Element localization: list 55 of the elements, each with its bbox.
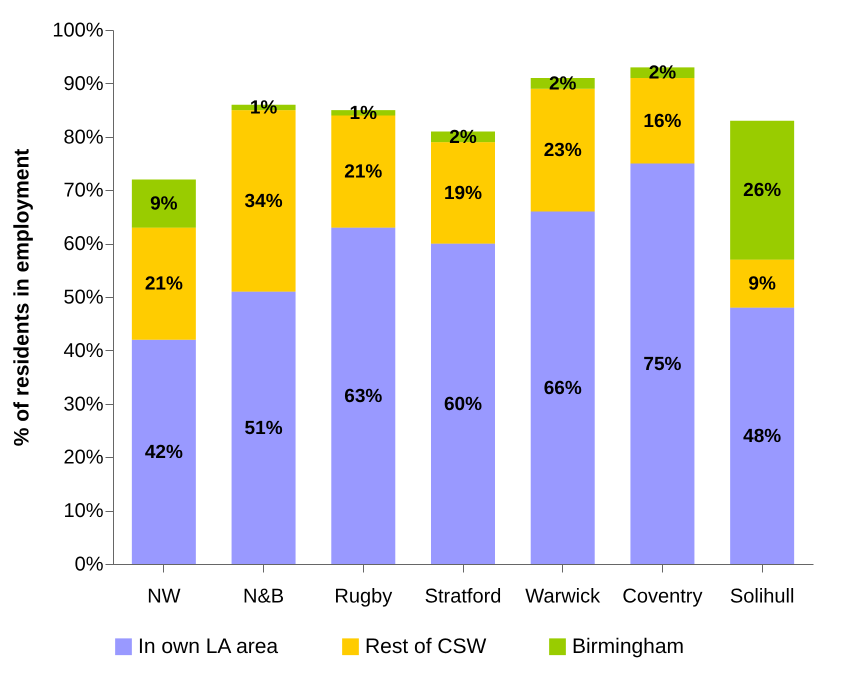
bar [331, 228, 396, 564]
y-tick-label: 90% [63, 72, 104, 95]
bar [132, 340, 196, 564]
x-tick-label: Rugby [334, 586, 392, 608]
y-tick-label: 30% [63, 393, 104, 416]
data-label: 26% [743, 180, 782, 202]
data-label: 2% [449, 126, 477, 148]
y-tick-label: 10% [63, 500, 104, 522]
data-label: 16% [643, 110, 682, 132]
y-tick-label: 100% [52, 20, 104, 42]
data-label: 9% [150, 194, 178, 215]
data-label: 2% [648, 62, 676, 84]
y-tick-label: 50% [63, 286, 104, 308]
data-label: 23% [544, 140, 582, 162]
bar [431, 142, 495, 244]
data-label: 21% [144, 274, 183, 295]
bar [132, 228, 196, 340]
data-label: 34% [244, 190, 283, 212]
bar [530, 88, 595, 212]
legend-label: In own LA area [138, 634, 278, 658]
data-label: 21% [344, 162, 382, 183]
x-tick-label: Warwick [525, 586, 602, 608]
bar [232, 292, 296, 564]
y-tick-label: 70% [63, 180, 104, 202]
data-label: 9% [748, 274, 776, 295]
x-tick-label: Stratford [424, 586, 502, 608]
data-label: 63% [344, 386, 382, 407]
y-tick-label: 20% [63, 446, 104, 469]
y-tick-label: 40% [63, 340, 104, 362]
bar [730, 260, 794, 308]
bar [630, 78, 694, 164]
data-label: 2% [548, 73, 577, 94]
x-tick-label: N&B [243, 586, 284, 608]
x-tick-label: Coventry [622, 586, 702, 608]
y-axis-title: % of residents in employment [10, 148, 34, 446]
data-label: 51% [244, 418, 283, 439]
legend-label: Birmingham [572, 634, 684, 658]
x-tick-label: Solihull [730, 586, 794, 608]
y-tick-label: 0% [74, 554, 104, 576]
data-label: 19% [444, 182, 482, 204]
x-tick-label: NW [147, 586, 181, 608]
bar [730, 120, 794, 260]
bar [431, 244, 495, 564]
data-label: 60% [444, 394, 482, 415]
data-label: 48% [743, 426, 782, 447]
data-label: 66% [544, 378, 582, 399]
bar [730, 308, 794, 564]
bar [132, 180, 196, 228]
data-label: 42% [144, 442, 183, 463]
data-label: 75% [643, 354, 682, 375]
bar [630, 164, 694, 564]
y-tick-label: 80% [63, 126, 104, 148]
bar [530, 212, 595, 564]
y-tick-label: 60% [63, 233, 104, 256]
legend-label: Rest of CSW [365, 634, 487, 658]
